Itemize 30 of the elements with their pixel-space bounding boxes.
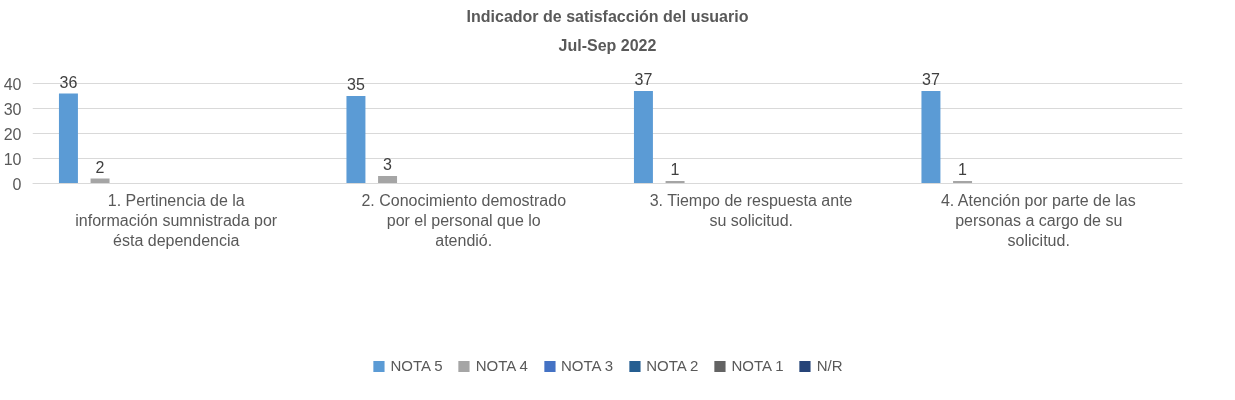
y-tick-label: 30 (3, 100, 22, 118)
y-tick-label: 0 (12, 175, 22, 193)
x-tick-label: 1. Pertinencia de la información sumnistrada por ésta dependencia (75, 191, 278, 250)
data-label: 35 (347, 76, 365, 93)
bar (58, 93, 78, 184)
data-label: 1 (958, 161, 968, 178)
bar (921, 91, 941, 184)
bar (633, 91, 653, 184)
data-label: 1 (670, 161, 680, 178)
data-label: 2 (95, 158, 105, 176)
legend-label: NOTA 1 (731, 357, 784, 374)
legend-label: N/R (816, 357, 843, 374)
y-tick-label: 40 (3, 75, 22, 93)
x-tick-label: 3. Tiempo de respuesta ante su solicitud. (649, 191, 853, 229)
x-tick-label: 2. Conocimiento demostrado por el personal que lo atendió. (361, 191, 567, 250)
x-tick-label: 4. Atención por parte de las personas a cargo de su solicitud. (940, 191, 1136, 250)
bar (378, 176, 398, 184)
data-label: 36 (59, 73, 78, 91)
chart-subtitle: Jul-Sep 2022 (558, 36, 657, 54)
legend-label: NOTA 2 (646, 357, 699, 374)
legend-label: NOTA 4 (475, 357, 528, 374)
y-tick-label: 10 (3, 150, 22, 168)
legend-label: NOTA 3 (560, 357, 614, 374)
chart-title: Indicador de satisfacción del usuario (466, 7, 749, 25)
data-label: 37 (922, 71, 940, 88)
y-tick-label: 20 (3, 125, 22, 143)
data-label: 37 (634, 71, 653, 88)
legend-label: NOTA 5 (390, 357, 443, 374)
data-label: 3 (383, 156, 393, 173)
bar (346, 96, 366, 184)
